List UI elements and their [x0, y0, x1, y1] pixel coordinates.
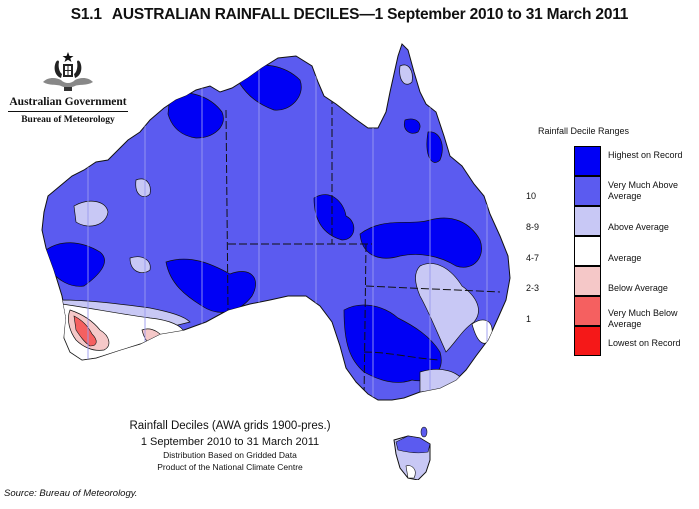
legend-swatch-lowest — [574, 326, 601, 356]
caption-producer: Product of the National Climate Centre — [157, 462, 303, 472]
source-note: Source: Bureau of Meteorology. — [4, 488, 138, 499]
legend-swatch-below — [574, 266, 601, 296]
legend-swatch-very-much-below — [574, 296, 601, 326]
legend-label-very-much-below: Very Much Below Average — [608, 308, 678, 329]
legend-label-above: Above Average — [608, 222, 669, 232]
legend-swatch-very-much-above — [574, 176, 601, 206]
legend-label-average: Average — [608, 253, 642, 263]
figure-number: S1.1 — [70, 6, 102, 23]
legend-range-4-7: 4-7 — [526, 253, 540, 263]
legend-range-8-9: 8-9 — [526, 222, 540, 232]
legend-title: Rainfall Decile Ranges — [538, 126, 630, 136]
caption-product: Rainfall Deciles (AWA grids 1900-pres.) — [129, 420, 331, 432]
logo-government-text: Australian Government — [8, 96, 128, 112]
caption-period: 1 September 2010 to 31 March 2011 — [140, 436, 320, 448]
coat-of-arms-icon — [43, 52, 93, 91]
legend-label-lowest: Lowest on Record — [608, 338, 681, 348]
government-logo: Australian Government Bureau of Meteorol… — [8, 50, 128, 125]
legend-range-10: 10 — [526, 191, 537, 201]
map-caption: Rainfall Deciles (AWA grids 1900-pres.) … — [100, 420, 360, 472]
legend-label-below: Below Average — [608, 283, 668, 293]
legend-label-highest: Highest on Record — [608, 150, 683, 160]
figure-title-text: AUSTRALIAN RAINFALL DECILES—1 September … — [111, 6, 629, 23]
tasmania — [393, 426, 431, 480]
legend-label-very-much-above: Very Much Above Average — [608, 180, 679, 201]
figure-title: S1.1 AUSTRALIAN RAINFALL DECILES—1 Septem… — [0, 6, 699, 24]
logo-bureau-text: Bureau of Meteorology — [21, 115, 115, 125]
mainland — [41, 43, 511, 401]
rainfall-decile-map — [41, 43, 511, 480]
legend-swatch-above — [574, 206, 601, 236]
legend-range-1: 1 — [526, 314, 532, 324]
caption-distribution: Distribution Based on Gridded Data — [163, 450, 297, 460]
legend-range-2-3: 2-3 — [526, 283, 540, 293]
legend-swatch-highest — [574, 146, 601, 176]
legend-swatch-average — [574, 236, 601, 266]
